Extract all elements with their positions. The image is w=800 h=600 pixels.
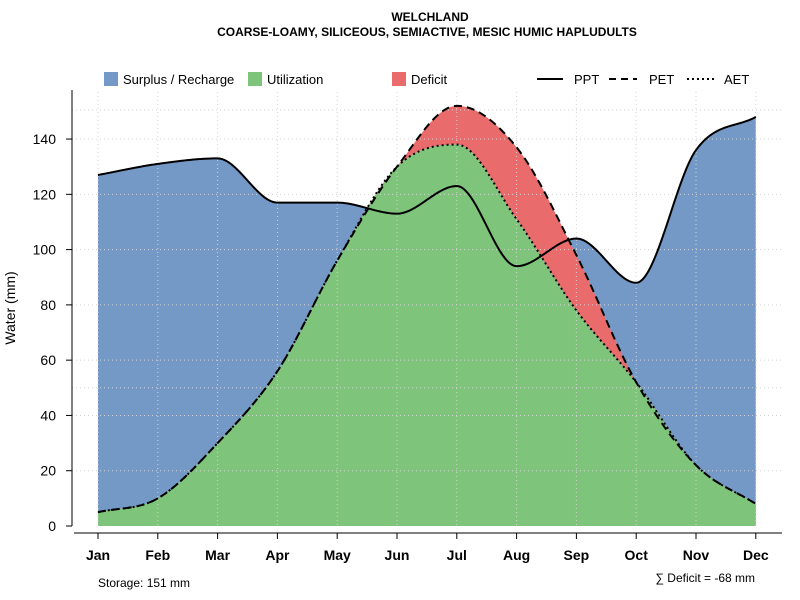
y-tick-label: 140 (33, 131, 57, 147)
legend-label-utilization: Utilization (267, 72, 323, 87)
legend-swatch-surplus (104, 72, 118, 86)
y-axis: 0 20 40 60 80 100 120 140 (33, 90, 73, 534)
chart-title: WELCHLAND (391, 10, 469, 24)
y-tick-label: 60 (40, 352, 56, 368)
y-tick-label: 80 (40, 297, 56, 313)
area-utilization (98, 144, 756, 526)
deficit-note: ∑ Deficit = -68 mm (655, 571, 755, 585)
x-tick-label-jul: Jul (447, 547, 467, 563)
x-tick-label-nov: Nov (683, 547, 710, 563)
y-tick-label: 100 (33, 242, 57, 258)
y-tick-label: 0 (48, 518, 56, 534)
y-tick-label: 20 (40, 463, 56, 479)
legend-label-ppt: PPT (574, 72, 599, 87)
x-tick-label-aug: Aug (503, 547, 530, 563)
y-tick-label: 120 (33, 186, 57, 202)
x-tick-label-oct: Oct (625, 547, 649, 563)
area-layer (98, 105, 756, 526)
legend-label-surplus: Surplus / Recharge (123, 72, 234, 87)
legend-swatch-deficit (392, 72, 406, 86)
series-line-pet (97, 104, 757, 514)
line-layer (97, 104, 757, 514)
legend-label-pet: PET (649, 72, 674, 87)
x-tick-label-jan: Jan (86, 547, 110, 563)
chart-subtitle: COARSE-LOAMY, SILICEOUS, SEMIACTIVE, MES… (217, 25, 637, 39)
x-tick-label-sep: Sep (564, 547, 590, 563)
legend-label-aet: AET (724, 72, 749, 87)
x-tick-label-may: May (324, 547, 351, 563)
x-tick-label-apr: Apr (265, 547, 290, 563)
x-tick-label-mar: Mar (205, 547, 230, 563)
series-line-ppt (97, 116, 757, 284)
x-tick-label-feb: Feb (145, 547, 170, 563)
legend-label-deficit: Deficit (411, 72, 448, 87)
x-tick-label-jun: Jun (385, 547, 410, 563)
y-tick-label: 40 (40, 407, 56, 423)
y-axis-title: Water (mm) (2, 271, 18, 344)
x-tick-label-dec: Dec (743, 547, 769, 563)
legend-swatch-utilization (248, 72, 262, 86)
legend: Surplus / Recharge Utilization Deficit P… (104, 72, 749, 87)
storage-note: Storage: 151 mm (98, 576, 190, 590)
x-axis: Jan Feb Mar Apr May Jun Jul Aug Sep Oct Nov Dec (74, 532, 782, 563)
